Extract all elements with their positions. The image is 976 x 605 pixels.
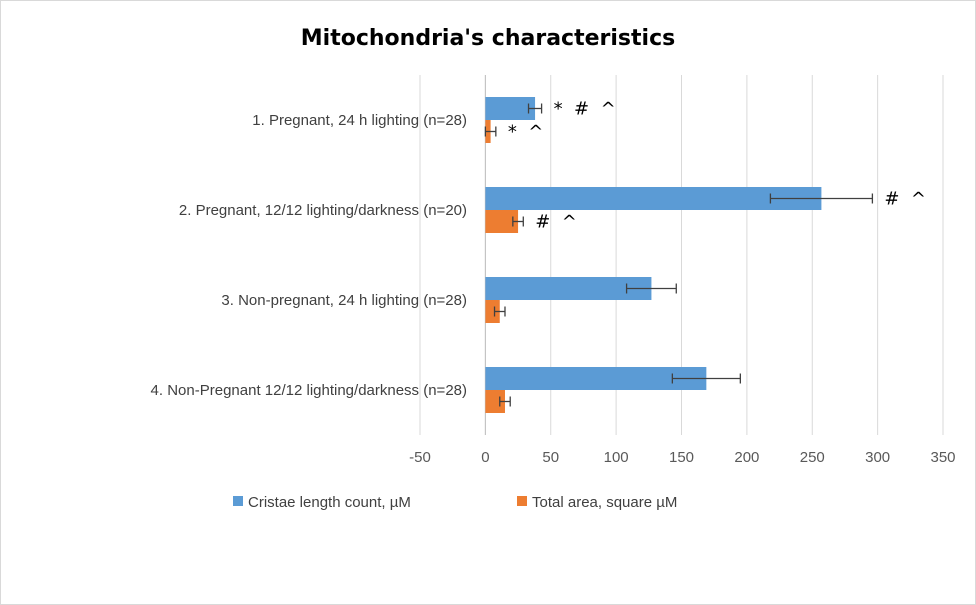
x-tick-label: 150 <box>669 449 694 466</box>
legend-swatch <box>233 496 243 506</box>
x-tick-label: 100 <box>604 449 629 466</box>
x-tick-label: -50 <box>409 449 431 466</box>
significance-annotations: * # ^ * ^ # ^ # ^ <box>508 99 926 233</box>
bar-cristae-length <box>485 187 822 210</box>
category-labels: 1. Pregnant, 24 h lighting (n=28) 2. Preg… <box>151 112 467 399</box>
bar-total-area <box>485 390 505 413</box>
legend: Cristae length count, µM Total area, squa… <box>233 494 677 511</box>
significance-marker: * ^ <box>508 122 544 143</box>
significance-marker: # ^ <box>535 212 577 233</box>
category-label: 3. Non-pregnant, 24 h lighting (n=28) <box>221 292 467 309</box>
bar-cristae-length <box>485 367 707 390</box>
error-bars <box>484 103 874 407</box>
category-label: 2. Pregnant, 12/12 lighting/darkness (n=… <box>179 202 467 219</box>
bar-total-area <box>485 300 500 323</box>
bars <box>485 97 822 413</box>
legend-label: Cristae length count, µM <box>248 494 411 511</box>
x-tick-label: 300 <box>865 449 890 466</box>
x-tick-labels: -50 0 50 100 150 200 250 300 350 <box>409 449 955 466</box>
significance-marker: # ^ <box>884 189 926 210</box>
bar-total-area <box>485 210 519 233</box>
bar-cristae-length <box>485 97 536 120</box>
x-tick-label: 200 <box>734 449 759 466</box>
x-tick-label: 0 <box>481 449 489 466</box>
x-tick-label: 350 <box>930 449 955 466</box>
category-label: 1. Pregnant, 24 h lighting (n=28) <box>252 112 467 129</box>
chart-title: Mitochondria's characteristics <box>301 26 675 51</box>
x-tick-label: 50 <box>542 449 559 466</box>
legend-swatch <box>517 496 527 506</box>
significance-marker: * # ^ <box>554 99 616 120</box>
legend-label: Total area, square µM <box>532 494 677 511</box>
category-label: 4. Non-Pregnant 12/12 lighting/darkness … <box>151 382 467 399</box>
x-tick-label: 250 <box>800 449 825 466</box>
bar-cristae-length <box>485 277 652 300</box>
